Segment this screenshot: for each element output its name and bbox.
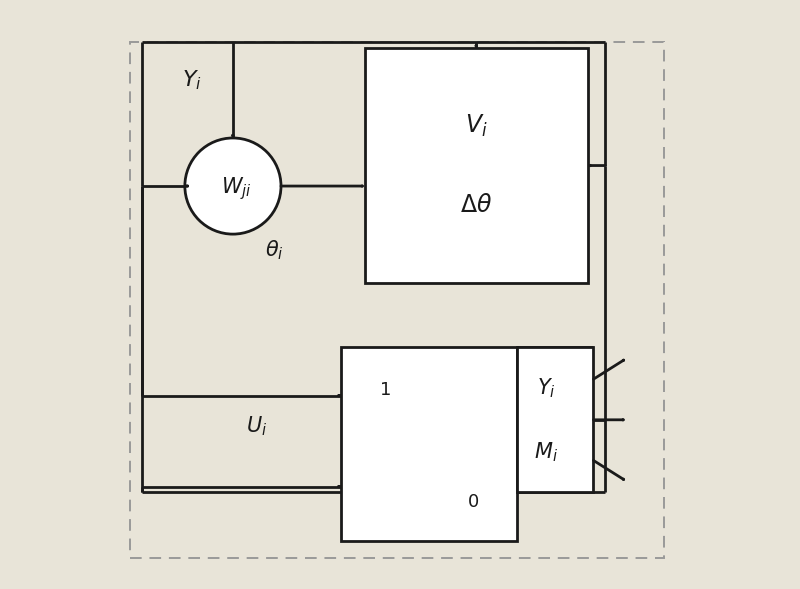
- Text: $Y_i$: $Y_i$: [182, 69, 202, 92]
- Bar: [342, 348, 518, 541]
- Text: $Y_i$: $Y_i$: [537, 376, 555, 400]
- Bar: [365, 48, 587, 283]
- Text: $\theta_i$: $\theta_i$: [265, 239, 283, 262]
- Text: $U_i$: $U_i$: [246, 415, 267, 438]
- Text: $V_i$: $V_i$: [465, 112, 487, 139]
- Circle shape: [185, 138, 281, 234]
- Text: $M_i$: $M_i$: [534, 440, 558, 464]
- Bar: [130, 42, 664, 558]
- Text: $0$: $0$: [467, 493, 479, 511]
- Text: $\Delta\theta$: $\Delta\theta$: [460, 194, 492, 217]
- Bar: [518, 348, 594, 492]
- Text: $W_{ji}$: $W_{ji}$: [221, 176, 251, 203]
- Text: $1$: $1$: [379, 381, 391, 399]
